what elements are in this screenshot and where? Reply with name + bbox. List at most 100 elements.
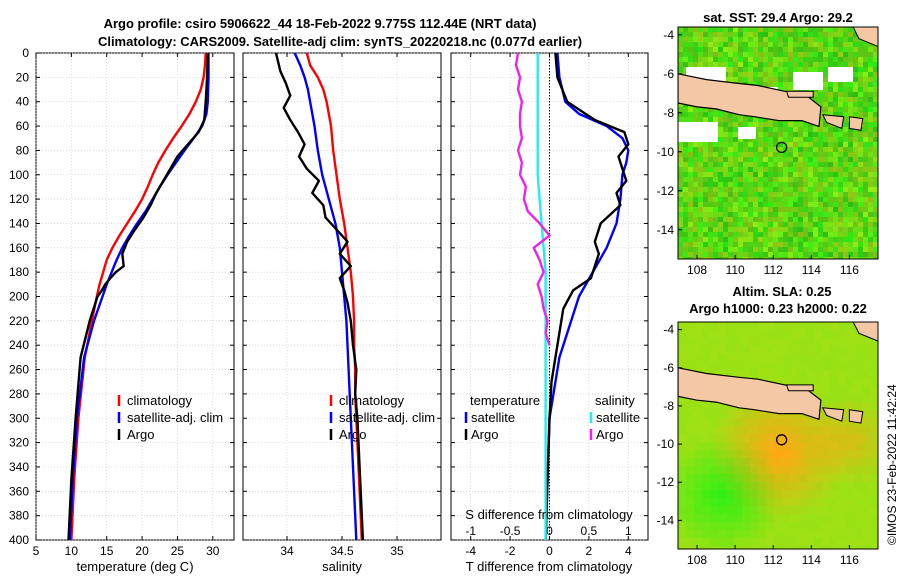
map-cell <box>723 177 729 183</box>
map-cell <box>822 338 831 347</box>
map-cell <box>683 142 689 148</box>
map-cell <box>830 370 839 379</box>
map-cell <box>683 192 689 198</box>
map-cell <box>838 177 844 183</box>
map-cell <box>713 37 719 43</box>
map-cell <box>733 112 739 118</box>
map-cell <box>694 458 703 467</box>
map-cell <box>738 62 744 68</box>
map-cell <box>723 57 729 63</box>
map-cell <box>708 32 714 38</box>
map-cell <box>828 37 834 43</box>
map-cell <box>723 37 729 43</box>
map-cell <box>873 202 878 208</box>
map-cell <box>823 77 829 83</box>
map-cell <box>774 490 783 499</box>
map-cell <box>808 207 814 213</box>
map-cell <box>733 177 739 183</box>
map-cell <box>853 42 859 48</box>
map-cell <box>733 187 739 193</box>
map-cell <box>788 162 794 168</box>
map-cell <box>678 142 684 148</box>
map-cell <box>753 232 759 238</box>
map-cell <box>793 187 799 193</box>
map-cell <box>710 458 719 467</box>
map-cell <box>750 466 759 475</box>
map-cell <box>833 102 839 108</box>
map-cell <box>734 354 743 363</box>
map-cell <box>703 52 709 58</box>
map-cell <box>803 147 809 153</box>
map-cell <box>718 232 724 238</box>
map-cell <box>708 52 714 58</box>
map-cell <box>698 112 704 118</box>
map-cell <box>766 410 775 419</box>
map-cell <box>823 187 829 193</box>
map-cell <box>678 152 684 158</box>
map-cell <box>848 52 854 58</box>
map-cell <box>783 47 789 53</box>
map-cell <box>806 322 815 331</box>
map-cell <box>858 107 864 113</box>
map-cell <box>726 346 735 355</box>
map-cell <box>838 498 847 507</box>
map-cell <box>703 27 709 33</box>
map-cell <box>758 42 764 48</box>
map-cell <box>693 252 699 258</box>
map-cell <box>818 137 824 143</box>
map-cell <box>678 187 684 193</box>
map-cell <box>853 102 859 108</box>
map-cell <box>808 37 814 43</box>
map-cell <box>728 227 734 233</box>
map-cell <box>702 346 711 355</box>
map-cell <box>823 97 829 103</box>
map-cell <box>846 522 855 531</box>
map-cell <box>694 450 703 459</box>
map-cell <box>713 177 719 183</box>
map-cell <box>833 42 839 48</box>
map-cell <box>818 27 824 33</box>
map-cell <box>753 152 759 158</box>
map-cell <box>862 490 871 499</box>
map-cell <box>763 42 769 48</box>
map-cell <box>838 92 844 98</box>
map-cell <box>743 202 749 208</box>
x-tick-label: 4 <box>625 544 632 558</box>
map-cell <box>758 77 764 83</box>
map-cell <box>873 197 878 203</box>
map-cell <box>723 212 729 218</box>
map-cell <box>773 177 779 183</box>
s-tick-label: -1 <box>465 524 476 538</box>
map-cell <box>702 466 711 475</box>
map-cell <box>734 370 743 379</box>
map-cell <box>733 182 739 188</box>
map-cell <box>846 434 855 443</box>
map-cell <box>870 466 878 475</box>
map-cell <box>768 242 774 248</box>
map-cell <box>808 137 814 143</box>
map-cell <box>763 172 769 178</box>
map-cell <box>763 122 769 128</box>
map-cell <box>823 27 829 33</box>
map-cell <box>863 97 869 103</box>
map-cell <box>858 42 864 48</box>
map-cell <box>868 102 874 108</box>
map-cell <box>778 122 784 128</box>
legend-satellite: satellite-adj. clim <box>339 410 435 425</box>
map-cell <box>808 132 814 138</box>
map-cell <box>858 197 864 203</box>
map-cell <box>808 247 814 253</box>
map-cell <box>868 62 874 68</box>
map-cell <box>788 152 794 158</box>
map-cell <box>678 157 684 163</box>
map-cell <box>858 257 864 259</box>
map-cell <box>693 207 699 213</box>
map-cell <box>808 47 814 53</box>
map-cell <box>788 82 794 88</box>
map-cell <box>783 197 789 203</box>
map-cell <box>814 346 823 355</box>
map-cell <box>758 522 767 531</box>
map-cell <box>718 322 727 331</box>
map-cell <box>688 32 694 38</box>
map-cell <box>798 257 804 259</box>
